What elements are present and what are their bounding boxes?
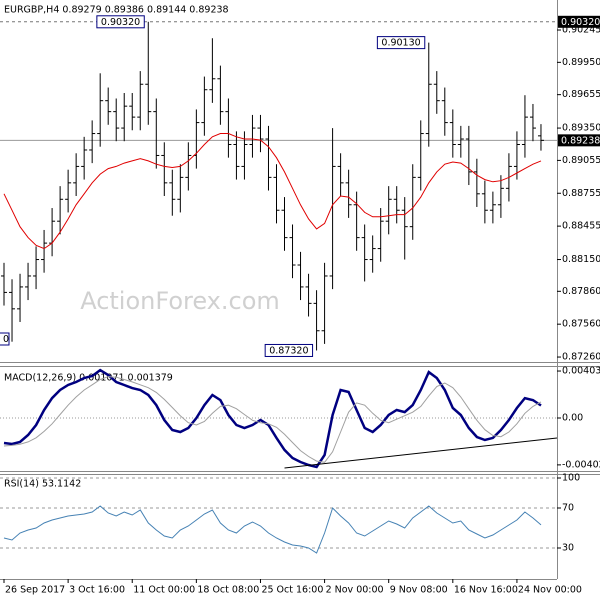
y-tick-label: 70	[562, 503, 574, 514]
annotation-box	[264, 343, 314, 357]
watermark: ActionForex.com	[80, 287, 280, 315]
clipped-label: 0	[3, 334, 9, 345]
y-tick-label: 100	[562, 473, 580, 484]
x-tick-label: 2 Nov 00:00	[326, 585, 384, 596]
x-tick-label: 3 Oct 16:00	[69, 585, 125, 596]
annotation-box	[376, 36, 426, 50]
x-tick-label: 16 Nov 16:00	[454, 585, 518, 596]
annotation-label: 0.87320	[269, 345, 308, 356]
y-tick-label: 0.88150	[562, 254, 600, 265]
y-tick-label: 0.88755	[562, 188, 600, 199]
annotation-label: 0.90130	[381, 38, 420, 49]
last-price-label: 0.89238	[561, 135, 600, 146]
x-tick-label: 9 Nov 08:00	[390, 585, 448, 596]
annotation-box	[96, 15, 145, 29]
panel-title: EURGBP,H4 0.89279 0.89386 0.89144 0.8923…	[4, 5, 229, 16]
series-line	[3, 505, 542, 554]
high-level-label: 0.90320	[561, 17, 600, 28]
series-line	[3, 368, 542, 469]
y-tick-label: 30	[562, 543, 574, 554]
y-tick-label: 0.89055	[562, 155, 600, 166]
y-tick-label: 0.89655	[562, 89, 600, 100]
high-level-box	[558, 15, 600, 28]
panel-title: RSI(14) 53.1142	[4, 479, 81, 490]
y-tick-label: 0.00403	[562, 366, 600, 377]
y-tick-label: 0.87560	[562, 319, 600, 330]
y-tick-label: 0.89350	[562, 123, 600, 134]
y-tick-label: 0.87860	[562, 286, 600, 297]
last-price-box	[558, 134, 600, 147]
y-tick-label: 0.87260	[562, 352, 600, 363]
clipped-label-box	[0, 332, 10, 346]
annotation-label: 0.90320	[101, 17, 140, 28]
y-tick-label: -0.004021	[562, 459, 600, 470]
series-line	[3, 133, 542, 250]
x-tick-label: 18 Oct 08:00	[197, 585, 259, 596]
trendline	[284, 437, 558, 469]
series-line	[3, 376, 542, 463]
y-tick-label: 0.89950	[562, 57, 600, 68]
y-tick-label: 0.88455	[562, 221, 600, 232]
x-tick-label: 11 Oct 00:00	[133, 585, 195, 596]
x-tick-label: 26 Sep 2017	[5, 585, 65, 596]
x-tick-label: 25 Oct 16:00	[261, 585, 323, 596]
y-tick-label: 0.00	[562, 413, 583, 424]
x-tick-label: 24 Nov 00:00	[518, 585, 582, 596]
y-tick-label: 0.90245	[562, 25, 600, 36]
